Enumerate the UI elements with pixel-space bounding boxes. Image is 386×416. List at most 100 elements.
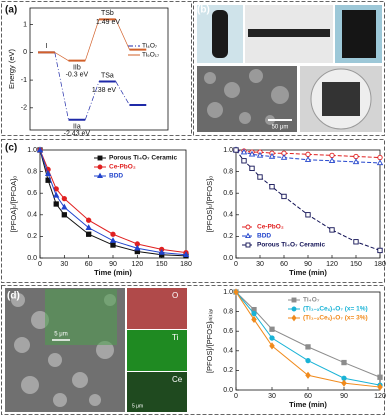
series-line: [235, 291, 381, 388]
eds-overlay: [45, 289, 117, 345]
x-tick-label: 60: [85, 261, 93, 268]
marker: [251, 310, 257, 317]
y-tick-label: 0.4: [27, 212, 37, 219]
marker: [256, 151, 264, 158]
y-axis-label: [PFOS]ₜ/[PFOS]₀: [205, 176, 214, 233]
marker: [305, 212, 311, 218]
connector: [84, 19, 100, 61]
marker: [233, 147, 239, 153]
marker: [269, 326, 275, 332]
legend-marker: [245, 232, 251, 239]
marker: [182, 251, 190, 257]
x-tick-label: 120: [326, 261, 338, 268]
legend-marker: [291, 297, 297, 303]
x-tick-label: 0: [38, 261, 42, 268]
marker: [249, 165, 255, 172]
legend-label: Porous Ti₄O₇ Ceramic: [257, 242, 325, 249]
legend-label: Ti₄O₇: [303, 297, 320, 304]
series-line: [235, 149, 381, 251]
marker: [305, 344, 311, 350]
map-label: Ce: [172, 375, 183, 384]
y-tick-label: 1.0: [27, 147, 37, 154]
marker: [305, 151, 311, 157]
annotation: 1.49 eV: [96, 19, 120, 26]
marker: [233, 288, 239, 296]
y-tick-label: -1: [21, 77, 27, 84]
scale-bar-label: 5 μm: [54, 332, 67, 338]
y-tick-label: 0.4: [223, 348, 233, 355]
state-label: IIb: [73, 65, 81, 72]
marker: [158, 249, 165, 255]
legend-marker: [291, 314, 297, 322]
legend-label: Ti₄O₇: [142, 43, 157, 50]
y-tick-label: 0.6: [27, 190, 37, 197]
marker: [280, 153, 288, 160]
x-tick-label: 150: [350, 261, 362, 268]
series-line: [235, 291, 381, 378]
eds-map-o: [127, 288, 187, 329]
marker: [377, 383, 383, 391]
sem-texture: [11, 293, 116, 407]
x-tick-label: 60: [280, 261, 288, 268]
marker: [61, 195, 67, 202]
eds-map-ti: [127, 330, 187, 371]
marker: [248, 150, 256, 157]
legend-label: Ce-PbO₂: [257, 224, 284, 231]
legend-label: BDD: [257, 233, 271, 240]
y-tick-label: 0.2: [27, 233, 37, 240]
photo-plate: [342, 10, 376, 58]
legend-label: Ti₉O₁₇: [142, 52, 159, 59]
marker: [61, 212, 67, 218]
marker: [110, 242, 116, 248]
legend-label: (Ti₁₋ₓCeₓ)₄O₇ (x= 3%): [303, 315, 368, 322]
x-tick-label: 90: [340, 393, 348, 400]
series-line: [235, 149, 381, 164]
x-tick-label: 0: [234, 261, 238, 268]
marker: [61, 203, 68, 210]
y-tick-label: 0.6: [223, 328, 233, 335]
photo-tube: [212, 10, 228, 58]
x-axis-label: Time (min): [289, 268, 327, 277]
marker: [377, 247, 383, 254]
value-label: -0.3 eV: [66, 72, 89, 79]
marker: [86, 231, 92, 237]
marker: [44, 170, 52, 176]
y-tick-label: 0.0: [223, 255, 233, 262]
y-tick-label: 0.0: [27, 255, 37, 262]
map-label: Ti: [172, 333, 179, 342]
scale-bar-label: 5 μm: [132, 403, 143, 409]
photo-rod: [248, 29, 330, 37]
connector: [115, 19, 130, 50]
panel-b-border: [193, 1, 385, 136]
value-label: -2.43 eV: [64, 131, 91, 138]
legend-marker: [97, 155, 103, 161]
legend-label: BDD: [109, 173, 123, 180]
marker: [109, 237, 117, 243]
marker: [329, 227, 335, 233]
marker: [85, 224, 92, 230]
marker: [36, 146, 44, 153]
x-tick-label: 150: [156, 261, 168, 268]
y-tick-label: 1: [23, 21, 27, 28]
x-tick-label: 0: [234, 393, 238, 400]
marker: [110, 231, 116, 237]
state-label: TSa: [101, 72, 114, 79]
panel-c-border: [1, 139, 385, 283]
marker: [329, 152, 335, 159]
marker: [53, 201, 59, 207]
connector: [115, 81, 130, 106]
series-line: [235, 149, 381, 159]
plot-frame: [29, 7, 169, 131]
y-tick-label: 0.2: [223, 233, 233, 240]
scale-bar-label: 50 μm: [272, 125, 289, 131]
marker: [328, 157, 336, 164]
marker: [341, 379, 347, 387]
panel-label: (c): [5, 143, 17, 154]
legend-label: Ce-PbO₂: [109, 164, 136, 171]
y-tick-label: 0.4: [223, 212, 233, 219]
map-label: O: [172, 291, 178, 300]
x-tick-label: 180: [374, 261, 386, 268]
marker: [269, 335, 275, 341]
state-label: TSb: [101, 10, 114, 17]
